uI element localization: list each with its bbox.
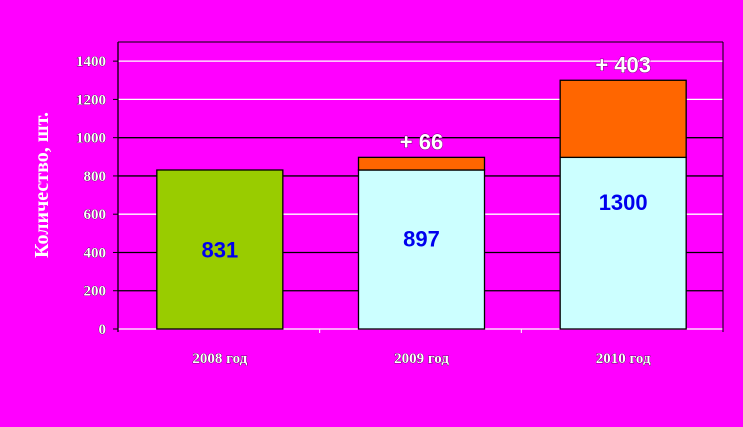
bar-increase [559,79,687,159]
bar-value-label: 897 [403,226,440,251]
y-tick-label: 400 [84,245,107,261]
bar-base [156,169,284,330]
y-tick-label: 1200 [76,92,106,108]
y-tick-label: 200 [84,284,107,300]
y-tick-label: 0 [99,322,107,338]
increase-label: + 403 [595,52,651,77]
x-tick-label: 2009 год [394,351,449,367]
bar-increase [357,156,486,171]
y-tick-label: 1400 [76,54,106,70]
bar-value-label: 831 [201,238,238,263]
increase-label: + 66 [400,129,443,154]
y-tick-label: 1000 [76,131,106,147]
bar-base [357,169,486,330]
y-tick-label: 800 [84,169,107,185]
bar-value-label: 1300 [599,190,648,215]
y-axis-label: Количество, шт. [31,112,53,258]
x-tick-label: 2010 год [596,351,651,367]
bar-base [559,156,687,330]
x-tick-label: 2008 год [192,351,247,367]
y-tick-label: 600 [84,207,107,223]
